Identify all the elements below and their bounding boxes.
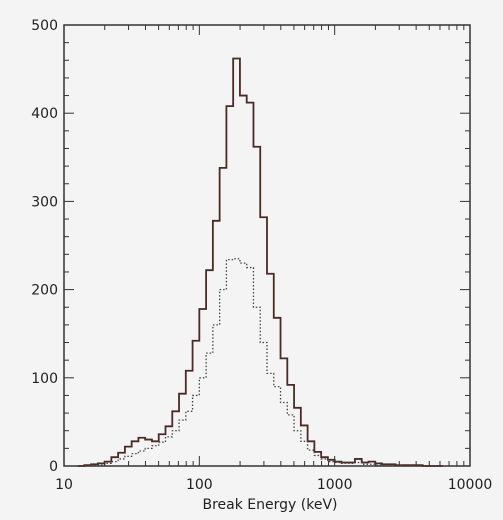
x-axis-title: Break Energy (keV)	[203, 497, 338, 513]
dotted-histogram-series	[77, 258, 443, 467]
axis-layer: 10 100 1000 10000 0 100 200 300 400 500	[31, 18, 492, 493]
plot-frame	[63, 24, 471, 467]
x-tick-label: 100	[186, 477, 213, 493]
x-tick-label: 1000	[317, 477, 353, 493]
y-tick-label: 200	[31, 283, 58, 299]
y-tick-label: 500	[31, 18, 58, 34]
x-tick-label: 10	[55, 477, 73, 493]
solid-histogram-series	[77, 57, 443, 467]
y-tick-label: 0	[49, 459, 58, 475]
series-layer	[77, 57, 443, 467]
y-tick-label: 300	[31, 194, 58, 210]
x-tick-label: 10000	[448, 477, 493, 493]
y-tick-label: 100	[31, 371, 58, 387]
y-tick-label: 400	[31, 106, 58, 122]
